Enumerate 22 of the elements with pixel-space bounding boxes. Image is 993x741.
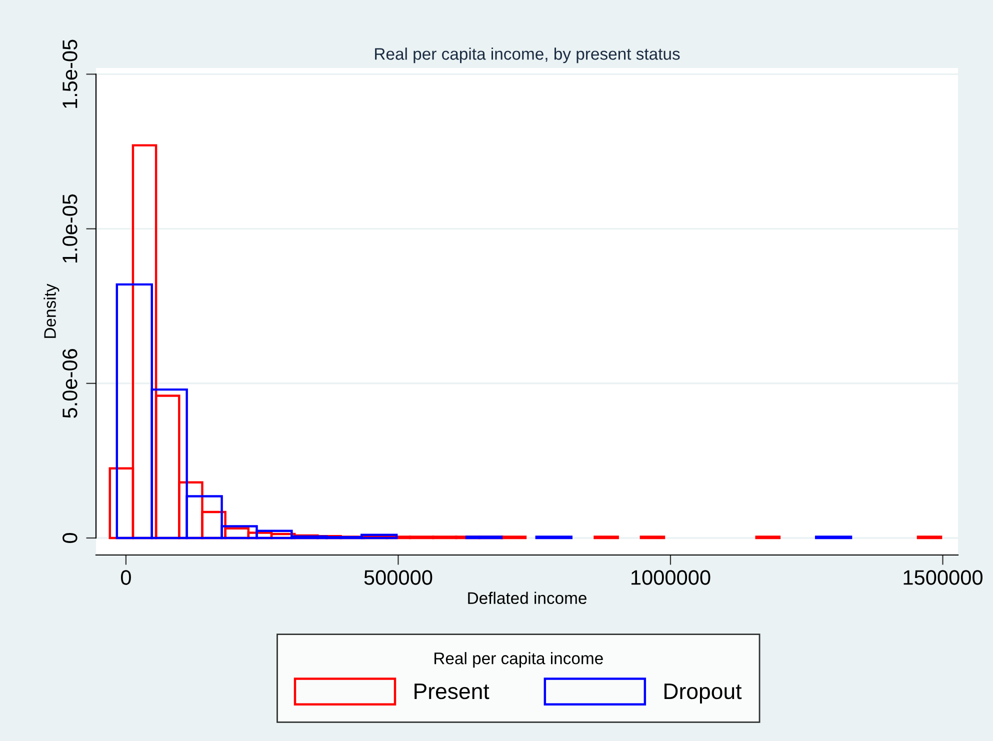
legend-title: Real per capita income [434,652,603,668]
y-tick-label: 5.0e-06 [62,348,78,418]
bar [755,536,781,540]
x-tick-label: 0 [120,570,131,585]
x-tick-label: 1000000 [632,570,710,585]
bar [535,536,572,540]
bar [501,536,527,540]
legend-label: Dropout [664,684,742,704]
bar [594,536,619,540]
chart-title: Real per capita income, by present status [375,48,680,64]
x-tick-label: 1500000 [904,570,982,585]
legend-label: Present [414,684,490,700]
bar [465,536,503,540]
y-tick-label: 0 [62,533,78,543]
x-tick-label: 500000 [364,570,432,585]
y-tick-label: 1.0e-05 [62,194,78,263]
y-tick-label: 1.5e-05 [62,40,78,108]
y-axis-title: Density [44,284,60,338]
x-axis-title: Deflated income [468,592,586,604]
bar [814,536,852,540]
bar [640,536,666,540]
bar [916,536,942,540]
